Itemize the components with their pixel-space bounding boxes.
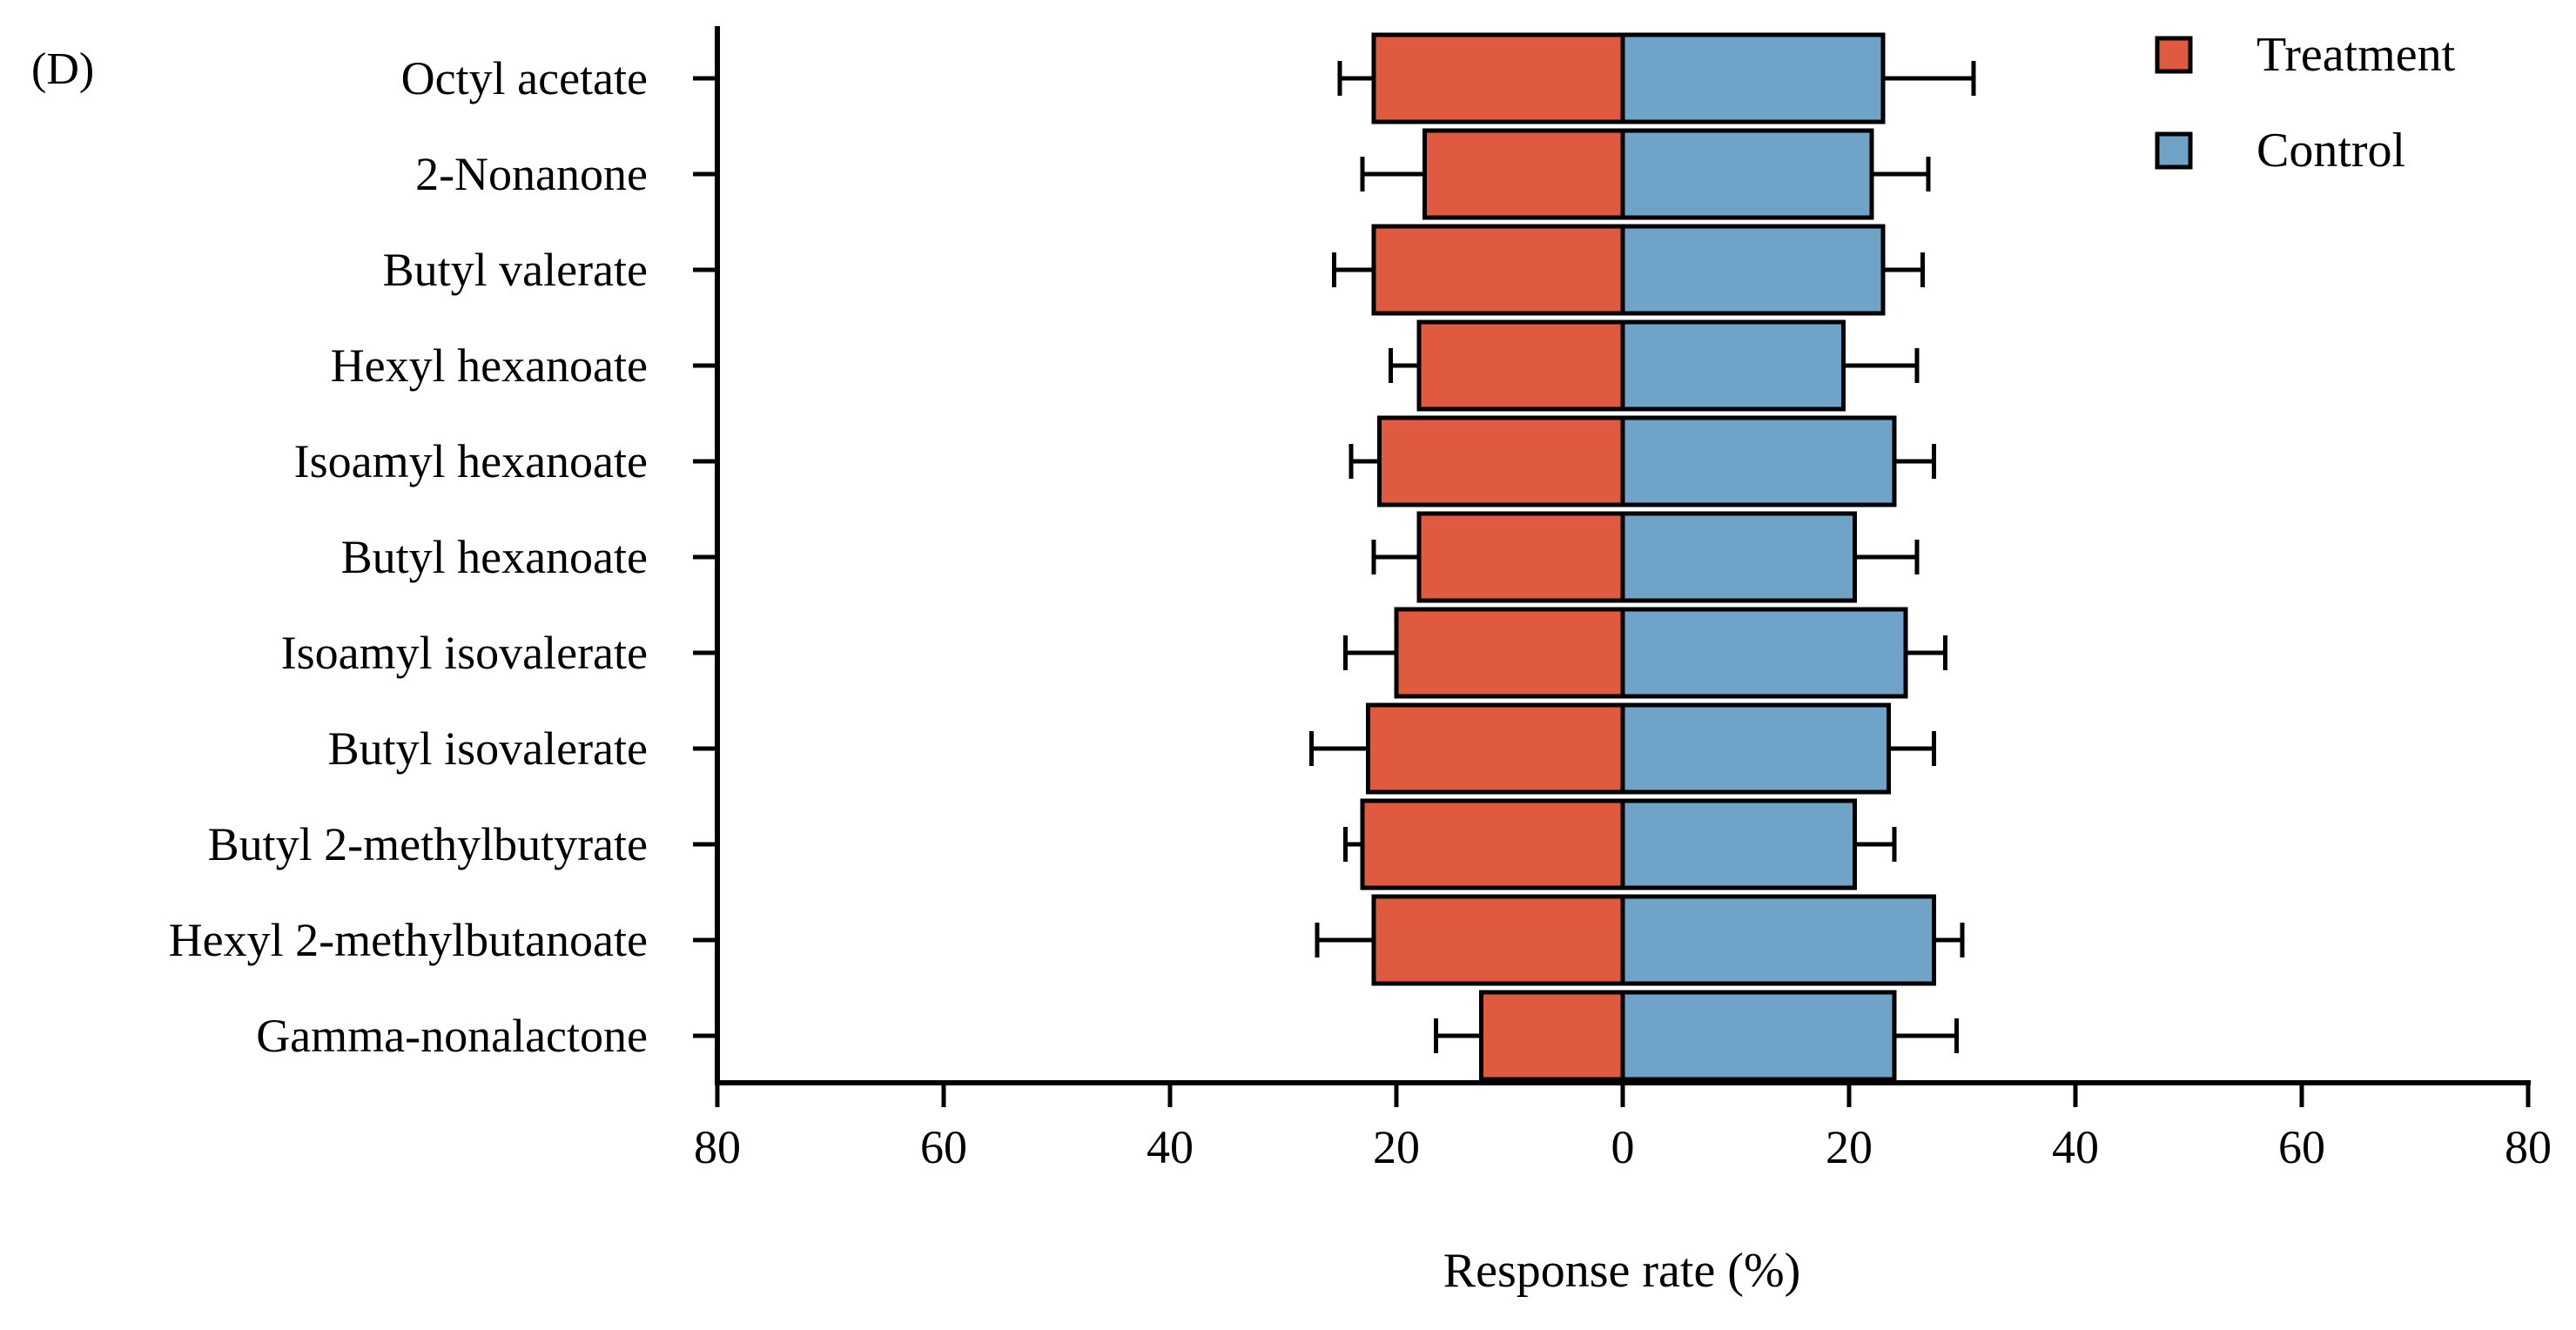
bar-control bbox=[1620, 798, 1857, 890]
bar-treatment bbox=[1377, 415, 1625, 507]
x-tick-label: 60 bbox=[2278, 1121, 2325, 1173]
legend: Treatment Control bbox=[2155, 28, 2456, 178]
bar-treatment bbox=[1366, 702, 1625, 795]
category-label: Octyl acetate bbox=[401, 52, 648, 104]
x-tick-label: 0 bbox=[1611, 1121, 1635, 1173]
category-label: 2-Nonanone bbox=[415, 148, 648, 200]
category-label: Hexyl hexanoate bbox=[331, 339, 648, 392]
bar-control bbox=[1620, 894, 1936, 986]
bar-treatment bbox=[1416, 511, 1625, 603]
bar-treatment bbox=[1416, 319, 1625, 412]
bar-treatment bbox=[1371, 32, 1625, 124]
bar-treatment bbox=[1371, 894, 1625, 986]
bar-control bbox=[1620, 990, 1897, 1082]
bar-control bbox=[1620, 224, 1886, 316]
legend-swatch-treatment bbox=[2155, 36, 2193, 74]
x-tick-label: 80 bbox=[2505, 1121, 2552, 1173]
legend-label-control: Control bbox=[2257, 124, 2405, 178]
bar-treatment bbox=[1360, 798, 1625, 890]
x-axis-title: Response rate (%) bbox=[1443, 1244, 1801, 1298]
category-label: Isoamyl hexanoate bbox=[294, 435, 648, 487]
x-tick-labels-group: 80 60 40 20 0 20 40 60 80 bbox=[694, 1121, 2552, 1173]
bar-control bbox=[1620, 702, 1891, 795]
category-label: Gamma-nonalactone bbox=[256, 1010, 648, 1062]
x-tick-label: 40 bbox=[1147, 1121, 1194, 1173]
bar-treatment bbox=[1394, 607, 1625, 699]
legend-label-treatment: Treatment bbox=[2257, 28, 2456, 82]
bar-control bbox=[1620, 32, 1886, 124]
category-label: Butyl hexanoate bbox=[341, 531, 648, 583]
category-label: Hexyl 2-methylbutanoate bbox=[169, 914, 648, 966]
bar-treatment bbox=[1371, 224, 1625, 316]
panel-label: (D) bbox=[31, 44, 94, 94]
bar-treatment bbox=[1479, 990, 1625, 1082]
bar-control bbox=[1620, 319, 1846, 412]
x-tick-label: 80 bbox=[694, 1121, 741, 1173]
error-bars-group bbox=[1309, 61, 1976, 1053]
category-label: Butyl 2-methylbutyrate bbox=[208, 818, 648, 870]
x-tick-label: 20 bbox=[1373, 1121, 1420, 1173]
bar-control bbox=[1620, 511, 1857, 603]
bar-control bbox=[1620, 415, 1897, 507]
category-label: Isoamyl isovalerate bbox=[281, 627, 648, 679]
bar-treatment bbox=[1423, 128, 1625, 220]
x-tick-label: 20 bbox=[1826, 1121, 1873, 1173]
category-label: Butyl valerate bbox=[383, 244, 648, 296]
axes-group bbox=[693, 26, 2531, 1107]
x-tick-label: 40 bbox=[2052, 1121, 2099, 1173]
legend-swatch-control bbox=[2155, 131, 2193, 170]
category-label: Butyl isovalerate bbox=[328, 722, 648, 775]
bars-group bbox=[1360, 32, 1936, 1082]
x-tick-label: 60 bbox=[920, 1121, 967, 1173]
bar-control bbox=[1620, 607, 1908, 699]
category-labels-group: Octyl acetate 2-Nonanone Butyl valerate Hex… bbox=[169, 52, 648, 1062]
bar-control bbox=[1620, 128, 1874, 220]
